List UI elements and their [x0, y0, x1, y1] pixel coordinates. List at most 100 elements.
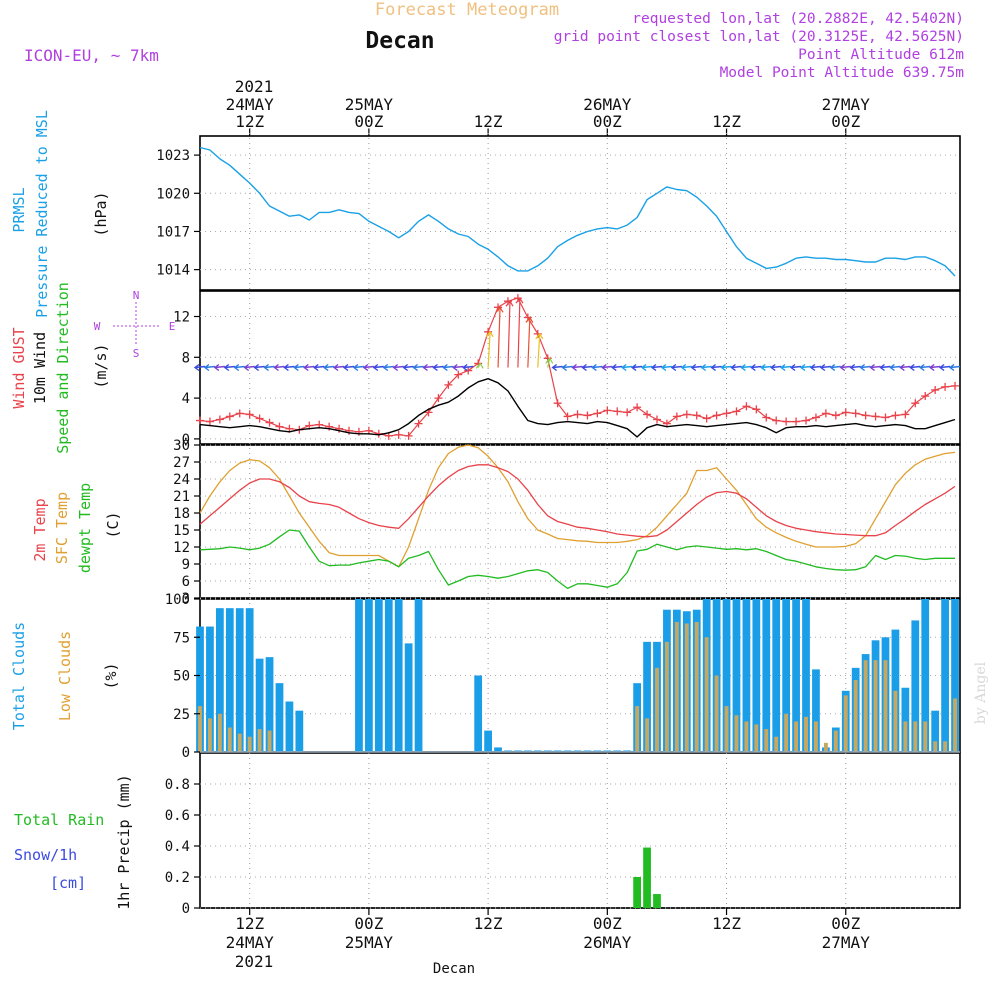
bottom-date-label: 26MAY — [583, 933, 632, 952]
gust-marker — [752, 405, 761, 414]
wind-arrow-head — [432, 363, 438, 372]
gust-marker — [454, 370, 463, 379]
wind-arrow — [572, 365, 583, 369]
gust-marker — [255, 414, 264, 423]
low-cloud-bar — [923, 721, 928, 752]
wind-arrow-head — [233, 363, 240, 372]
bottom-time-label: 12Z — [474, 914, 503, 933]
low-cloud-bar — [913, 721, 918, 752]
total-cloud-bar — [951, 599, 959, 752]
gust-marker — [444, 380, 453, 389]
wind-arrow — [433, 365, 444, 369]
bottom-date-label: 27MAY — [822, 933, 871, 952]
y-tick-label: 100 — [165, 592, 190, 608]
wind-arrow — [507, 301, 511, 368]
total-cloud-bar — [225, 608, 234, 752]
wind-arrow — [661, 365, 673, 369]
wind-arrow-head — [342, 363, 349, 372]
top-time-label: 12Z — [712, 112, 741, 131]
wind-arrow-head — [591, 363, 597, 372]
gust-marker — [911, 399, 920, 408]
low-cloud-bar — [247, 736, 252, 752]
wind-arrow-head — [303, 363, 309, 372]
gust-marker — [772, 416, 781, 425]
wind-arrow-head — [332, 363, 339, 372]
y-tick-label: 1023 — [156, 148, 190, 164]
low-cloud-bar — [943, 741, 948, 752]
wind-arrow-head — [571, 363, 577, 372]
wind-arrow-head — [799, 363, 806, 372]
wind-arrow-head — [601, 363, 607, 372]
wind-arrow-head — [535, 332, 544, 340]
total-cloud-bar — [394, 599, 403, 752]
wind-arrow-head — [710, 363, 717, 372]
wind-arrow-head — [899, 363, 905, 372]
wind-arrow-head — [485, 330, 494, 338]
prmsl-label: PRMSL — [10, 187, 28, 232]
wind-arrow — [731, 365, 742, 369]
wind-arrow-head — [213, 363, 220, 372]
wind-arrow — [920, 365, 931, 369]
low-cloud-bar — [953, 698, 957, 752]
total-cloud-bar — [404, 643, 413, 752]
total-cloud-bar — [732, 599, 741, 752]
dewpt-temp-line — [199, 529, 955, 590]
total-cloud-bar — [782, 599, 791, 752]
wind-arrow — [870, 365, 881, 369]
wind-arrow-head — [581, 363, 587, 372]
gust-marker — [196, 416, 204, 425]
wind-arrow — [264, 365, 275, 369]
wind-arrow-head — [203, 363, 210, 372]
top-date-label: 27MAY — [822, 95, 871, 114]
gust-marker — [861, 411, 870, 420]
wind-arrow-head — [879, 363, 885, 372]
gust-marker — [851, 409, 860, 418]
wind-arrow — [497, 307, 501, 368]
gust-marker — [404, 431, 413, 440]
gust-marker — [434, 394, 443, 403]
bottom-time-label: 00Z — [593, 914, 622, 933]
pressure-panel — [199, 146, 956, 277]
bottom-date-label: 25MAY — [345, 933, 394, 952]
total-cloud-bar — [583, 750, 592, 752]
model-label: ICON-EU, ~ 7km — [24, 46, 159, 65]
low-cloud-bar — [674, 621, 679, 752]
low-cloud-bar — [893, 690, 898, 752]
wind-arrow — [453, 365, 464, 369]
wind-arrow-head — [779, 363, 786, 372]
wind-arrow — [602, 365, 613, 369]
wind-arrow-head — [750, 363, 756, 372]
wind-arrow-head — [462, 363, 468, 372]
wind-arrow-head — [352, 363, 359, 372]
y-tick-label: 9 — [182, 557, 190, 573]
low-cloud-bar — [883, 660, 888, 752]
low-cloud-bar — [843, 695, 848, 752]
low-clouds-label: Low Clouds — [56, 631, 74, 721]
total-cloud-bar — [365, 599, 373, 752]
product-title: Forecast Meteogram — [375, 0, 559, 20]
gust-marker — [643, 410, 652, 419]
y-tick-label: 0.2 — [165, 870, 190, 886]
gust-marker — [623, 408, 632, 417]
wind-arrow — [890, 365, 901, 369]
low-cloud-bar — [227, 727, 232, 752]
wind-arrow-head — [382, 363, 389, 372]
y-tick-label: 24 — [173, 472, 190, 488]
total-cloud-bar — [245, 608, 254, 752]
low-cloud-bar — [734, 715, 739, 752]
gust-marker — [722, 409, 731, 418]
compass-w: W — [94, 320, 101, 333]
wind-arrow — [949, 365, 961, 369]
dewpt-temp-label: dewpt Temp — [76, 483, 94, 573]
temperature-panel — [199, 444, 956, 590]
wind-arrow — [204, 365, 216, 369]
wind-arrow-head — [392, 363, 399, 372]
footer-location: Decan — [433, 961, 475, 977]
wind-arrow-head — [293, 363, 299, 372]
wind-speed-line — [199, 378, 956, 438]
wind-arrow-head — [243, 363, 250, 372]
y-tick-label: 0.8 — [165, 777, 190, 793]
wind-arrow-head — [760, 363, 766, 372]
wind-arrow — [930, 365, 941, 369]
gust-marker — [563, 412, 572, 421]
